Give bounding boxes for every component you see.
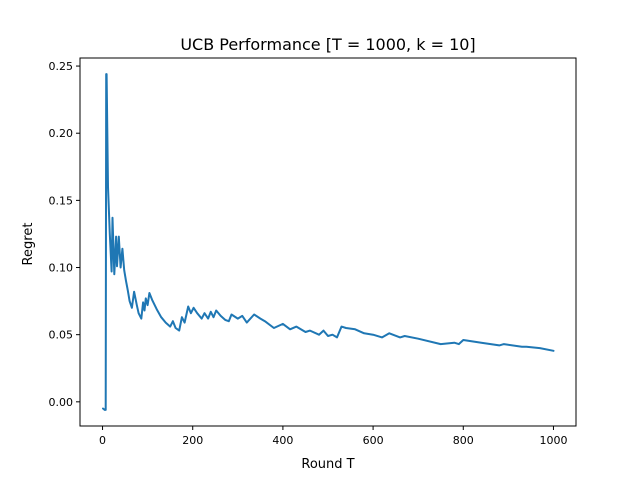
y-tick-label: 0.20 — [49, 127, 74, 140]
y-tick-label: 0.15 — [49, 194, 74, 207]
x-tick-label: 400 — [272, 434, 293, 447]
y-tick-label: 0.00 — [49, 396, 74, 409]
chart-title: UCB Performance [T = 1000, k = 10] — [180, 35, 475, 54]
x-axis-label: Round T — [301, 457, 354, 472]
y-tick-label: 0.25 — [49, 60, 74, 73]
x-tick-label: 1000 — [539, 434, 567, 447]
y-tick-label: 0.05 — [49, 329, 74, 342]
y-axis-label: Regret — [21, 223, 36, 266]
series-line — [102, 73, 555, 411]
x-tick-label: 200 — [182, 434, 203, 447]
plot-area — [102, 73, 555, 411]
axes-frame — [79, 57, 577, 427]
axis-ticks: 0 200 400 600 800 1000 0.00 0.05 0.10 0.15 0.20 0.2… — [49, 60, 568, 447]
x-tick-label: 800 — [453, 434, 474, 447]
x-tick-label: 0 — [99, 434, 106, 447]
y-tick-label: 0.10 — [49, 262, 74, 275]
x-tick-label: 600 — [363, 434, 384, 447]
